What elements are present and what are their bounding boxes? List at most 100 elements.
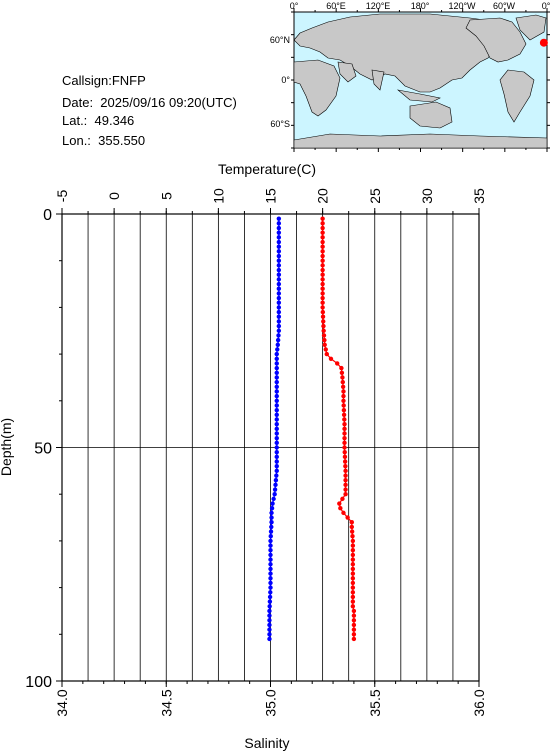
salinity-tick-label: 34.5 xyxy=(158,689,174,716)
salinity-data-point xyxy=(274,445,279,450)
temperature-data-point xyxy=(349,520,355,525)
depth-tick-label: 0 xyxy=(43,207,52,224)
salinity-data-point xyxy=(276,249,282,254)
salinity-data-point xyxy=(268,576,273,581)
longitude-text: Lon.: 355.550 xyxy=(62,133,146,148)
salinity-data-point xyxy=(267,627,272,632)
temperature-data-point xyxy=(350,538,356,544)
salinity-data-point xyxy=(276,239,282,245)
temperature-data-point xyxy=(338,506,343,511)
temperature-data-point xyxy=(340,375,345,380)
temperature-data-point xyxy=(320,253,325,259)
temperature-tick-label: 15 xyxy=(263,188,279,204)
temperature-data-point xyxy=(322,337,327,343)
temperature-data-point xyxy=(321,319,326,324)
temperature-data-point xyxy=(323,347,328,352)
salinity-tick-label: 35.5 xyxy=(367,689,383,716)
salinity-data-point xyxy=(268,534,273,539)
salinity-data-point xyxy=(272,492,277,497)
salinity-data-point xyxy=(274,426,279,432)
temperature-data-point xyxy=(349,524,355,530)
salinity-data-point xyxy=(276,263,282,268)
station-marker xyxy=(539,38,548,47)
salinity-data-point xyxy=(276,281,282,287)
salinity-data-point xyxy=(274,463,279,469)
temperature-data-point xyxy=(343,492,348,497)
salinity-data-point xyxy=(274,379,279,385)
temperature-data-point xyxy=(341,407,347,413)
salinity-data-point xyxy=(276,230,282,235)
map-lat-label-60n: 60°N xyxy=(270,35,290,45)
temperature-data-point xyxy=(351,613,357,618)
salinity-data-point xyxy=(267,613,272,618)
grid xyxy=(62,214,479,681)
temperature-data-point xyxy=(339,370,345,375)
callsign-text: Callsign:FNFP xyxy=(62,73,146,88)
temperature-tick-label: 25 xyxy=(367,188,383,204)
salinity-data-point xyxy=(276,300,282,305)
temperature-data-point xyxy=(321,323,326,329)
salinity-data-point xyxy=(274,473,279,478)
temperature-data-point xyxy=(320,286,325,291)
salinity-data-point xyxy=(274,454,279,460)
temperature-data-point xyxy=(342,421,347,427)
temperature-data-point xyxy=(320,235,325,240)
temperature-data-point xyxy=(350,557,356,562)
temperature-data-point xyxy=(321,333,327,338)
salinity-data-point xyxy=(274,468,279,474)
temperature-data-point xyxy=(351,622,357,628)
temperature-data-point xyxy=(351,636,357,642)
temperature-tick-label: 30 xyxy=(419,188,435,204)
salinity-tick-label: 34.0 xyxy=(54,689,70,716)
temperature-data-point xyxy=(328,356,334,361)
temperature-tick-label: 10 xyxy=(210,188,226,204)
temperature-data-point xyxy=(320,244,325,249)
salinity-data-point xyxy=(269,510,274,516)
temperature-data-point xyxy=(342,440,347,446)
salinity-data-point xyxy=(268,580,273,586)
temperature-data-point xyxy=(320,239,325,245)
salinity-data-point xyxy=(274,435,279,441)
temperature-data-point xyxy=(320,300,325,305)
salinity-data-point xyxy=(268,571,273,576)
map-lon-label-60w: 60°W xyxy=(493,1,516,11)
temperature-data-point xyxy=(343,487,348,492)
salinity-data-point xyxy=(276,328,282,333)
salinity-data-point xyxy=(276,221,282,226)
salinity-data-point xyxy=(274,449,279,455)
temperature-data-point xyxy=(342,417,347,422)
temperature-tick-label: 5 xyxy=(158,192,174,200)
temperature-data-point xyxy=(341,403,346,408)
temperature-data-point xyxy=(350,548,356,553)
temperature-data-point xyxy=(342,445,347,450)
map-lat-label-60s: 60°S xyxy=(270,119,290,129)
salinity-data-point xyxy=(270,501,275,506)
salinity-data-point xyxy=(274,365,279,371)
temperature-data-point xyxy=(350,594,356,600)
temperature-data-point xyxy=(340,379,345,385)
temperature-data-point xyxy=(320,295,325,301)
salinity-data-point xyxy=(276,225,282,231)
temperature-data-point xyxy=(342,459,348,464)
temperature-data-point xyxy=(343,463,348,469)
temperature-data-point xyxy=(343,468,348,474)
salinity-data-point xyxy=(276,216,282,221)
temperature-data-point xyxy=(320,281,325,287)
temperature-data-point xyxy=(350,590,356,595)
salinity-data-point xyxy=(274,375,279,380)
salinity-data-point xyxy=(268,538,273,544)
salinity-data-point xyxy=(276,277,282,282)
salinity-data-point xyxy=(276,291,282,296)
temperature-data-point xyxy=(341,393,346,399)
temperature-data-point xyxy=(345,515,350,520)
salinity-data-point xyxy=(274,384,279,389)
salinity-data-point xyxy=(274,440,279,446)
plot-frame xyxy=(61,213,480,682)
temperature-data-point xyxy=(320,221,325,226)
temperature-data-point xyxy=(341,398,346,403)
salinity-data-point xyxy=(269,506,275,511)
depth-axis-title: Depth(m) xyxy=(0,418,14,476)
salinity-data-point xyxy=(267,632,272,637)
temperature-data-point xyxy=(320,309,326,315)
